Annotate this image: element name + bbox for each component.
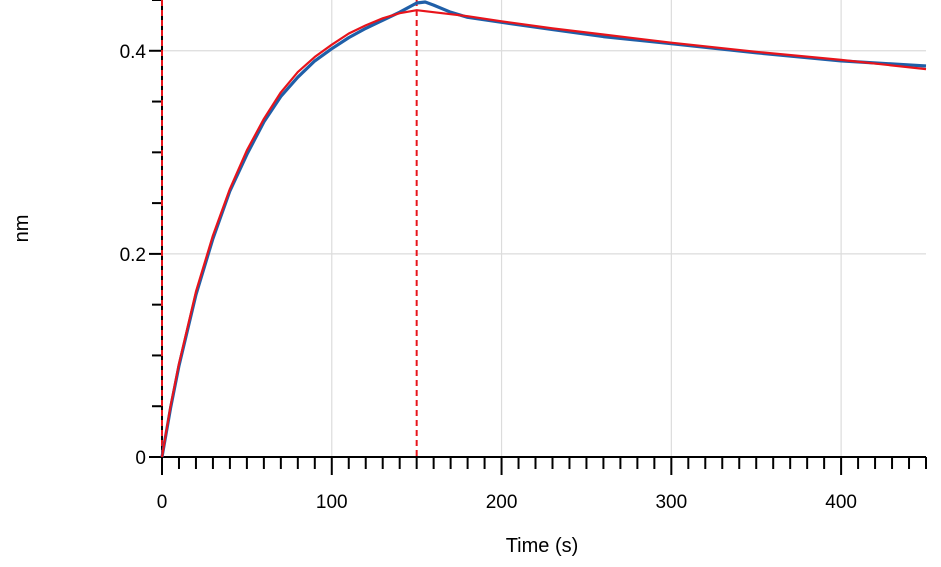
y-tick-label-1: 0.2 xyxy=(120,245,146,266)
axes xyxy=(149,0,927,475)
x-tick-label-4: 400 xyxy=(825,492,857,513)
series-line-1 xyxy=(160,9,927,458)
x-tick-label-0: 0 xyxy=(157,492,168,513)
x-tick-label-1: 100 xyxy=(316,492,348,513)
x-axis-title: Time (s) xyxy=(506,535,579,557)
y-tick-label-2: 0.4 xyxy=(120,42,147,63)
series-group xyxy=(160,0,927,458)
step-markers xyxy=(161,0,418,457)
tick-labels: 0 100 200 300 400 0 0.2 0.4 xyxy=(120,42,857,513)
y-axis-title: nm xyxy=(11,215,33,243)
y-tick-label-0: 0 xyxy=(135,448,146,469)
grid xyxy=(162,0,926,457)
x-tick-label-3: 300 xyxy=(655,492,687,513)
x-tick-label-2: 200 xyxy=(486,492,518,513)
series-line-0 xyxy=(160,0,927,458)
